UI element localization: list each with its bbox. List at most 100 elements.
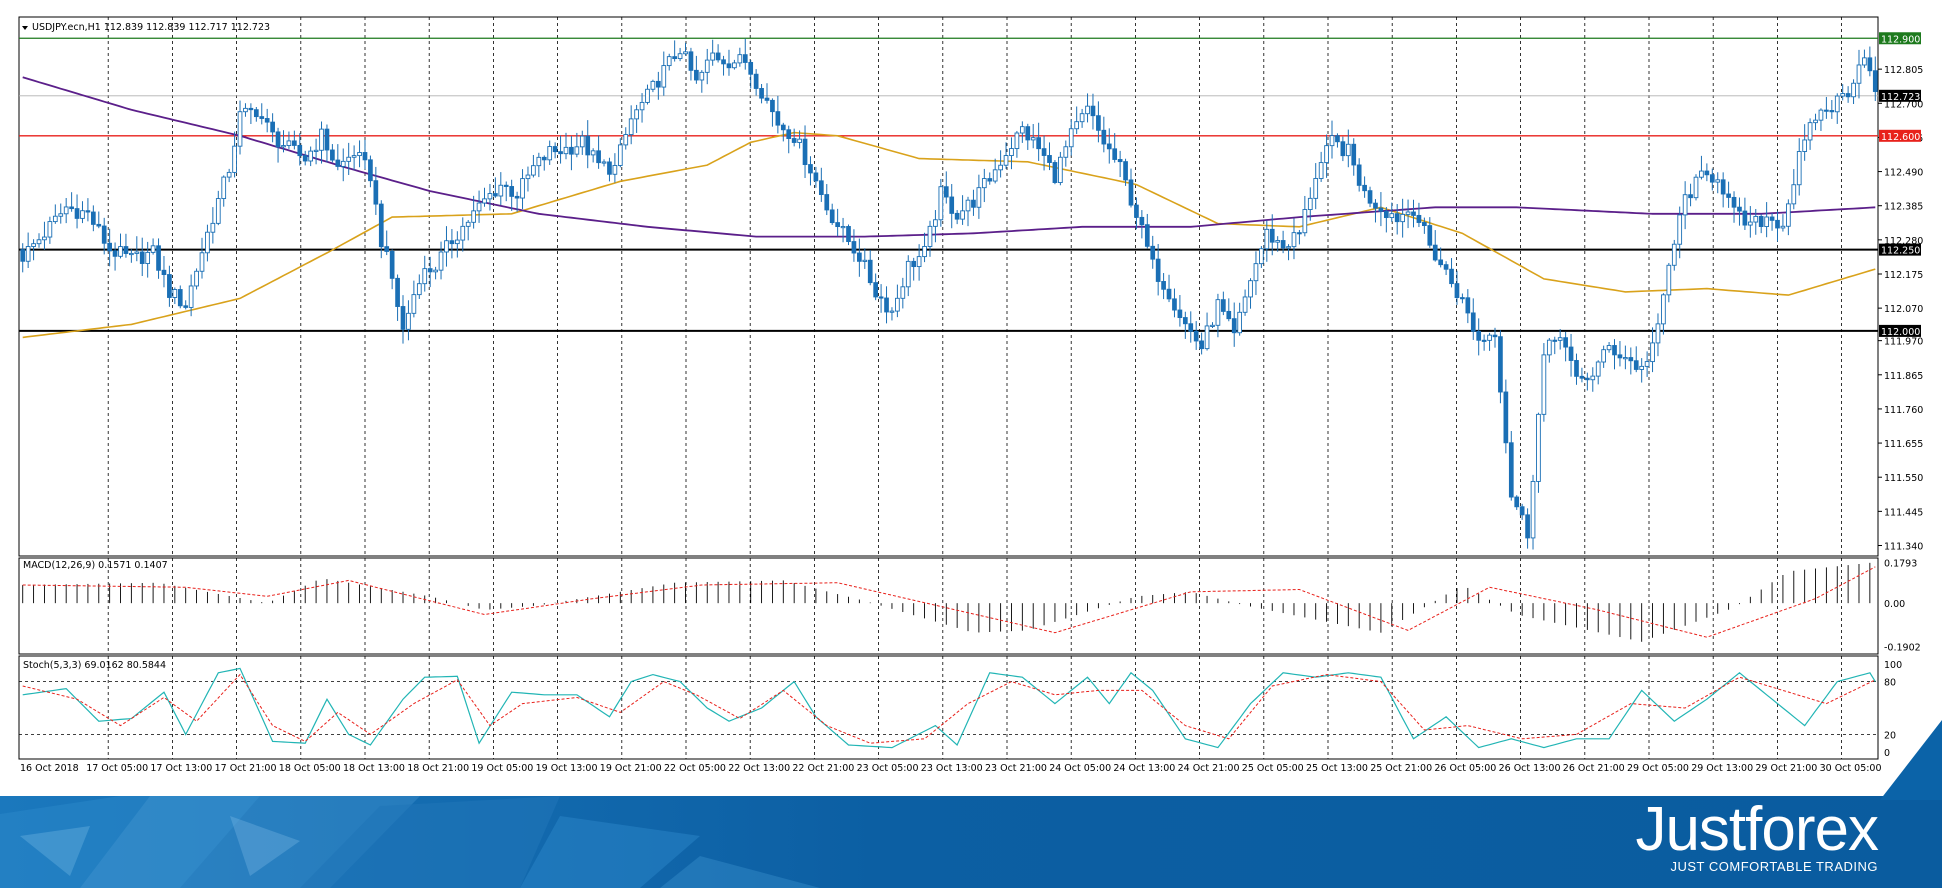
candle-bear [715,52,721,61]
stoch-title: Stoch(5,3,3) 69.0162 80.5844 [23,660,166,671]
price-label: 112.280 [1884,236,1923,247]
price-label: 111.865 [1884,371,1923,382]
time-label: 26 Oct 05:00 [1434,763,1496,774]
candle-bear [1036,137,1041,150]
candle-bull [683,51,688,55]
candle-bear [1443,264,1449,270]
candle-bull [357,152,362,157]
candle-bull [433,269,438,273]
candles [20,38,1878,550]
candle-bull [199,252,205,272]
footer-background [0,796,1942,888]
candle-bear [1416,214,1422,223]
collapse-triangle-icon[interactable] [22,26,28,30]
candle-bear [1193,330,1199,342]
candle-bear [1383,210,1389,219]
candle-bull [1601,349,1606,363]
candle-bull [960,210,965,220]
candle-bear [1150,245,1156,260]
candle-bear [1362,184,1367,192]
candle-bull [118,246,123,257]
candle-bull [1019,126,1025,134]
candle-bear [791,138,797,143]
candle-bull [1807,122,1813,141]
candle-bear [1378,207,1384,212]
macd-axis-label: 0.1793 [1884,558,1917,569]
candle-bull [710,52,716,61]
candle-bull [188,285,194,308]
candle-bear [1188,323,1194,332]
candle-bear [368,159,373,182]
candle-bull [520,178,525,199]
candle-bull [411,294,417,314]
candle-bull [992,169,998,182]
candle-bear [1617,354,1623,359]
candle-bear [607,161,612,175]
candle-bear [1047,155,1052,163]
candle-bear [1742,210,1748,226]
candle-bear [384,246,390,252]
macd-pane [18,557,1879,655]
candle-bear [954,212,960,220]
candle-bull [215,198,221,224]
candle-bull [1655,323,1661,344]
time-label: 25 Oct 05:00 [1242,763,1304,774]
candle-bull [1840,93,1846,97]
candle-bull [965,199,971,212]
candle-bear [1096,115,1101,131]
time-label: 30 Oct 05:00 [1820,763,1882,774]
candle-bull [547,146,553,161]
level-support-label: 112.250 [1881,246,1920,257]
candle-bear [1394,213,1400,223]
candle-bull [905,260,911,288]
candle-bull [922,245,927,258]
candle-bear [1449,268,1454,285]
candle-bull [628,118,634,136]
candle-bull [340,160,346,167]
candle-bull [1644,361,1650,367]
level-current-tag [1879,89,1921,102]
stoch-indicator [19,667,1878,749]
candle-bull [933,219,938,227]
candle-bull [1791,184,1797,205]
candle-bear [1720,179,1726,195]
ma-fast-path [22,131,1876,339]
candle-bull [232,145,237,173]
candle-bull [563,146,569,155]
candle-bear [427,268,433,273]
candle-bear [395,277,400,307]
candle-bear [878,296,884,299]
candle-bear [1731,196,1737,208]
candle-bull [1009,148,1014,157]
candle-bull [1264,228,1270,250]
candle-bear [1356,164,1362,186]
candle-bull [1487,334,1492,341]
time-label: 19 Oct 13:00 [536,763,598,774]
candle-bear [1775,219,1780,229]
candle-bear [1166,288,1172,300]
candle-bull [574,146,580,155]
candle-bear [569,146,574,155]
candle-bear [1134,204,1139,218]
candle-bear [857,252,862,262]
candle-bull [346,156,352,162]
candle-bull [1557,337,1563,341]
candle-bull [498,184,504,197]
candle-bear [1340,141,1346,157]
candle-bear [177,289,183,307]
candle-bull [476,202,482,212]
candle-bull [1851,82,1856,98]
candle-bear [541,156,547,161]
candle-bear [270,121,275,133]
candle-bear [1525,514,1530,539]
candle-bear [1872,70,1878,92]
candle-bear [297,144,303,157]
candle-bull [1786,203,1791,227]
candle-bear [1106,143,1112,150]
logo: Justforex JUST COMFORTABLE TRADING [1635,797,1879,875]
candle-bear [1460,297,1465,300]
candle-bull [1764,216,1769,228]
candle-bull [406,312,411,330]
footer-corner-shape [1880,720,1942,800]
candle-bear [362,152,368,161]
